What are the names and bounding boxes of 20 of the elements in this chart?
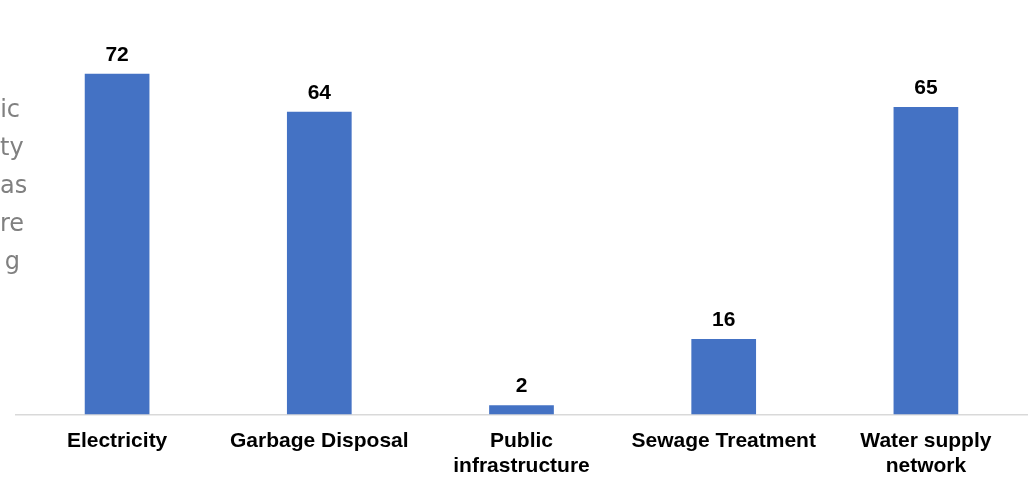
data-label: 64 — [307, 80, 332, 104]
x-tick-label: Public infrastructure — [453, 428, 590, 477]
annotation: as — [0, 170, 28, 201]
x-tick-label: Garbage Disposal — [230, 428, 409, 451]
annotation: g — [3, 246, 20, 277]
bar — [84, 73, 150, 415]
bar — [691, 338, 757, 415]
x-tick-label: Electricity — [66, 428, 168, 451]
data-label: 72 — [105, 42, 129, 66]
x-tick-label: Sewage Treatment — [631, 428, 816, 451]
data-label: 16 — [712, 307, 736, 331]
data-label: 65 — [914, 75, 938, 99]
annotation: ic — [0, 94, 20, 125]
bar — [893, 106, 959, 415]
data-label: 2 — [515, 373, 528, 397]
bar — [286, 111, 352, 415]
annotation: re — [0, 208, 25, 239]
x-tick-label: Water supply network — [860, 428, 992, 477]
annotation: ty — [0, 132, 24, 163]
bar — [489, 405, 554, 415]
